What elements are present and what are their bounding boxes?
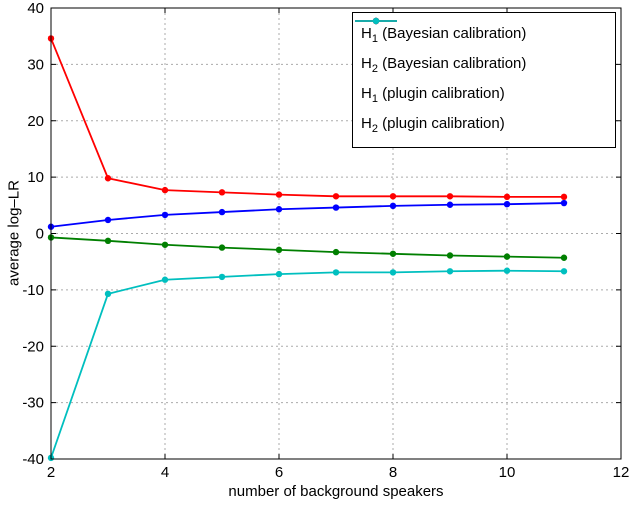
- y-tick-label: -40: [22, 451, 44, 468]
- x-tick-label: 6: [275, 464, 283, 481]
- series-line: [50, 38, 564, 198]
- data-point-marker: [503, 267, 511, 274]
- x-axis-label: number of background speakers: [228, 483, 444, 500]
- data-point-marker: [560, 254, 568, 261]
- series-line: [50, 202, 565, 228]
- data-point-marker: [161, 241, 169, 248]
- data-point-marker: [503, 193, 511, 201]
- legend-label: H1 (Bayesian calibration): [361, 25, 527, 45]
- legend: H1 (Bayesian calibration) H2 (Bayesian ca…: [352, 12, 616, 148]
- data-point-marker: [218, 273, 226, 281]
- series-H2-plugin: [47, 267, 568, 462]
- data-point-marker: [389, 269, 397, 276]
- data-point-marker: [104, 290, 112, 298]
- legend-item: H1 (plugin calibration): [355, 17, 609, 110]
- series-H2-bayesian: [47, 234, 568, 261]
- y-tick-label: 20: [27, 113, 44, 130]
- data-point-marker: [389, 202, 397, 210]
- data-point-marker: [446, 193, 454, 200]
- data-point-marker: [161, 276, 169, 283]
- data-point-marker: [218, 189, 226, 196]
- data-point-marker: [446, 268, 454, 275]
- series-line: [50, 269, 565, 459]
- data-point-marker: [332, 193, 340, 200]
- x-tick-label: 4: [161, 464, 169, 481]
- data-point-marker: [161, 211, 169, 219]
- y-tick-label: -20: [22, 338, 44, 355]
- data-point-marker: [332, 269, 340, 276]
- tick-labels: 2 4 6 8 10 12 -40 -30 -20 -10 0 10 20 30 40: [22, 0, 629, 481]
- data-point-marker: [275, 270, 283, 278]
- y-axis-label: average log–LR: [5, 180, 23, 286]
- data-point-marker: [560, 199, 568, 207]
- data-point-marker: [161, 186, 169, 194]
- y-tick-label: 30: [27, 56, 44, 73]
- data-point-marker: [503, 253, 511, 260]
- y-tick-label: -30: [22, 395, 44, 412]
- series-H1-bayesian: [47, 199, 568, 230]
- x-tick-label: 2: [47, 464, 55, 481]
- data-point-marker: [446, 252, 454, 259]
- x-tick-label: 12: [613, 464, 630, 481]
- data-point-marker: [389, 250, 397, 257]
- y-tick-label: 40: [27, 0, 44, 17]
- y-tick-label: 0: [36, 226, 44, 243]
- x-tick-label: 10: [499, 464, 516, 481]
- data-point-marker: [389, 193, 397, 200]
- y-tick-label: -10: [22, 282, 44, 299]
- data-point-marker: [560, 193, 568, 201]
- data-point-marker: [275, 191, 283, 198]
- data-point-marker: [104, 216, 112, 224]
- legend-line-sample: [355, 17, 397, 25]
- data-point-marker: [104, 237, 112, 245]
- axes-box: [50, 7, 622, 460]
- data-point-marker: [503, 200, 511, 208]
- legend-item: H2 (plugin calibration): [355, 17, 609, 140]
- data-point-marker: [104, 175, 112, 182]
- series-line: [50, 236, 565, 259]
- data-point-marker: [218, 244, 226, 251]
- data-point-marker: [332, 204, 340, 211]
- data-point-marker: [446, 201, 454, 208]
- legend-label: H2 (Bayesian calibration): [361, 55, 527, 75]
- legend-label: H1 (plugin calibration): [361, 85, 505, 105]
- legend-label: H2 (plugin calibration): [361, 115, 505, 135]
- y-tick-label: 10: [27, 169, 44, 186]
- x-tick-label: 8: [389, 464, 397, 481]
- data-point-marker: [275, 206, 283, 213]
- data-point-marker: [218, 208, 226, 216]
- data-point-marker: [332, 248, 340, 256]
- data-point-marker: [560, 268, 568, 275]
- legend-item: H2 (Bayesian calibration): [355, 17, 609, 80]
- data-point-marker: [275, 246, 283, 254]
- series-H1-plugin: [47, 35, 568, 201]
